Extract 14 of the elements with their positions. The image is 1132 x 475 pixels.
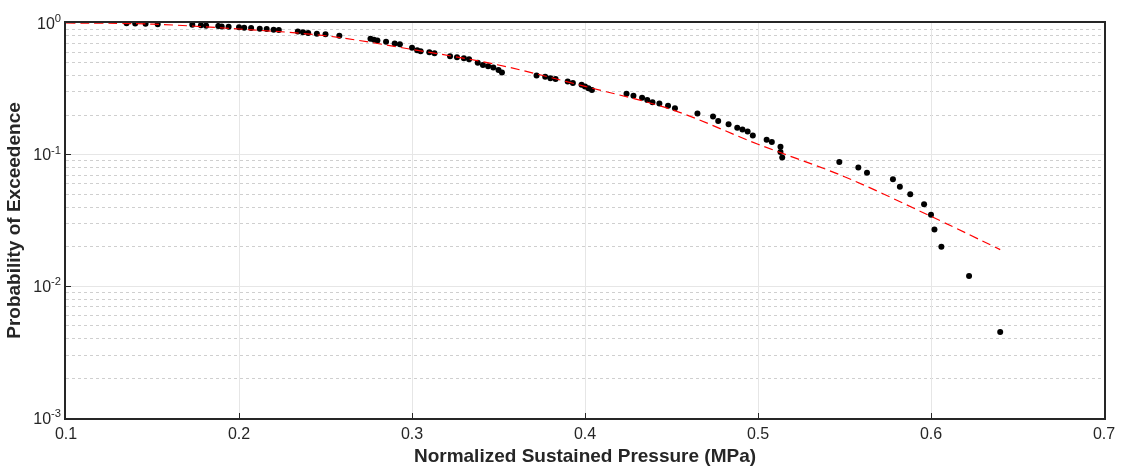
y-tick-label: 10$^{-1}$ [33, 143, 62, 164]
x-axis-title: Normalized Sustained Pressure (MPa) [413, 445, 757, 467]
x-tick-label: 0.6 [919, 424, 943, 442]
line-series [66, 23, 1001, 251]
x-tick-label: 0.7 [1092, 424, 1116, 442]
x-tick-label: 0.4 [573, 424, 597, 442]
y-tick-label: 10$^{0}$ [37, 11, 62, 32]
x-tick-label: 0.5 [746, 424, 770, 442]
x-tick-label: 0.1 [54, 424, 78, 442]
y-tick-label: 10$^{-2}$ [33, 275, 62, 295]
y-axis-title: Probability of Exceedence [2, 102, 24, 339]
y-tick-label: 10$^{-3}$ [33, 406, 62, 427]
x-tick-label: 0.3 [400, 424, 424, 442]
x-tick-label: 0.2 [227, 424, 251, 442]
